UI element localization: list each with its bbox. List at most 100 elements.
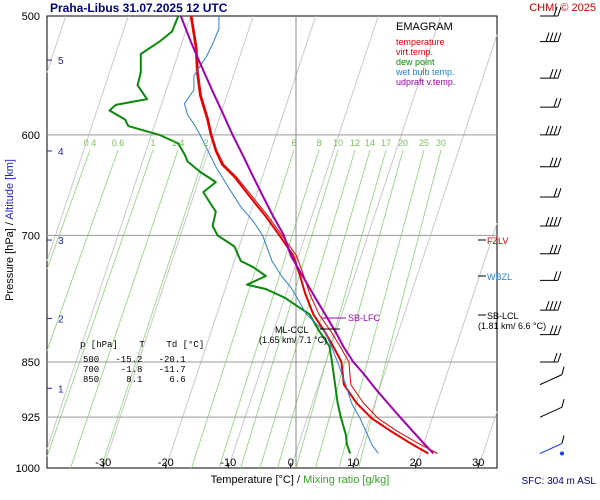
pressure-tick-label: 600 — [22, 130, 40, 142]
sounding-table: p [hPa] T Td [°C] 500 -15.2 -20.1 700 -1… — [80, 340, 204, 385]
altitude-tick-label: 3 — [58, 236, 64, 247]
x-axis-label-temperature: Temperature [°C] / — [211, 474, 303, 486]
table-row-500: 500 -15.2 -20.1 — [83, 355, 186, 365]
temperature-tick-label: -10 — [220, 457, 236, 469]
isotherm-line — [477, 411, 498, 469]
wind-barb — [539, 399, 565, 418]
mixing-ratio-lines — [46, 149, 442, 469]
legend-item-virt-temp: virt.temp. — [396, 47, 433, 57]
series-line-wet-bulb-temp — [184, 16, 379, 454]
legend-item-temperature: temperature — [396, 37, 445, 47]
wind-barb — [540, 300, 562, 311]
mixing-ratio-line — [277, 149, 371, 469]
mixing-ratio-line — [338, 149, 425, 469]
altitude-tick-label: 4 — [58, 147, 64, 158]
mixing-ratio-line — [218, 149, 320, 469]
mixing-ratio-label: 2 — [203, 138, 208, 148]
mixing-ratio-label: 0.4 — [84, 138, 97, 148]
mixing-ratio-label: 6 — [291, 138, 296, 148]
temperature-tick-label: 10 — [347, 457, 359, 469]
temperature-tick-labels: -30 -20 -10 0 10 20 30 — [95, 457, 484, 469]
mixing-ratio-label: 10 — [333, 138, 343, 148]
wind-barb — [540, 352, 562, 363]
pressure-tick-label: 700 — [22, 230, 40, 242]
series-line-temperature — [189, 15, 429, 455]
y-axis-title: Pressure [hPa] / Altitude [km] — [4, 159, 16, 301]
wind-barb — [540, 271, 562, 281]
legend-title: EMAGRAM — [396, 21, 453, 33]
wind-barb — [540, 157, 562, 168]
credit-text: CHMI © 2025 — [529, 2, 596, 14]
legend-item-dew-point: dew point — [396, 57, 435, 67]
x-axis-title: Temperature [°C] / Mixing ratio [g/kg] — [211, 474, 390, 486]
wind-barb — [540, 68, 562, 79]
isotherm-line — [290, 15, 442, 469]
pressure-tick-labels: 500 600 700 850 925 1000 — [16, 11, 40, 475]
mixing-ratio-line — [46, 149, 119, 351]
mixing-ratio-line — [191, 149, 295, 469]
series-layer — [108, 15, 438, 455]
temperature-tick-label: 20 — [410, 457, 422, 469]
mixing-ratio-line — [46, 149, 91, 270]
mixing-ratio-line — [259, 149, 356, 469]
mixing-ratio-label: 1 — [150, 138, 155, 148]
mixing-ratio-line — [240, 149, 339, 469]
x-axis-label-mixing: Mixing ratio [g/kg] — [303, 474, 389, 486]
sb-lcl-detail: (1.81 km/ 6.6 °C) — [478, 321, 546, 331]
table-header: p [hPa] T Td [°C] — [80, 340, 204, 350]
legend: EMAGRAM temperature virt.temp. dew point… — [395, 21, 455, 87]
pressure-tick-label: 925 — [22, 412, 40, 424]
mixing-ratio-label: 25 — [419, 138, 429, 148]
altitude-tick-label: 5 — [58, 56, 64, 67]
plot-frame — [46, 15, 498, 469]
wind-barb — [540, 97, 562, 108]
mixing-ratio-line — [358, 149, 442, 469]
level-markers — [320, 239, 486, 330]
table-row-700: 700 -1.8 -11.7 — [83, 365, 186, 375]
altitude-tick-labels: 1 2 3 4 5 — [47, 56, 64, 395]
table-row-850: 850 8.1 6.6 — [83, 375, 186, 385]
wind-barb — [540, 32, 562, 43]
pressure-grid — [47, 134, 497, 418]
isotherm-line — [415, 223, 498, 469]
isotherm-line — [227, 15, 379, 469]
wind-barb — [540, 187, 562, 198]
legend-item-updraft: udpraft v.temp. — [396, 77, 455, 87]
isotherm-line — [46, 15, 192, 450]
y-axis-label-pressure: Pressure [hPa] / — [4, 220, 16, 301]
wind-barbs — [539, 6, 565, 456]
sb-lfc-label: SB-LFC — [348, 313, 381, 323]
mixing-ratio-label: 1.4 — [172, 138, 185, 148]
wbzl-label: WBZL — [487, 272, 512, 282]
temperature-tick-label: 0 — [288, 457, 294, 469]
temperature-tick-label: 30 — [472, 457, 484, 469]
altitude-tick-label: 1 — [58, 384, 64, 395]
wind-barb — [540, 125, 562, 136]
mixing-ratio-label: 20 — [398, 138, 408, 148]
mixing-ratio-label: 14 — [365, 138, 375, 148]
plot-area — [46, 15, 498, 469]
temperature-tick-label: -30 — [95, 457, 111, 469]
mixing-ratio-label: 17 — [381, 138, 391, 148]
chart-title: Praha-Libus 31.07.2025 12 UTC — [50, 1, 228, 15]
wind-barb — [540, 6, 562, 17]
isotherm-line — [46, 15, 67, 73]
pressure-tick-label: 1000 — [16, 463, 40, 475]
wind-barb — [539, 366, 565, 386]
isotherm-line — [165, 15, 317, 469]
series-line-dew-point — [108, 15, 352, 454]
wind-barb — [540, 325, 562, 336]
level-annotations: FZLV WBZL SB-LCL (1.81 km/ 6.6 °C) ML-CC… — [259, 236, 546, 345]
mixing-ratio-line — [295, 149, 387, 469]
mixing-ratio-line — [100, 149, 207, 469]
sb-lcl-label: SB-LCL — [487, 311, 519, 321]
series-line-virt-temp — [191, 15, 438, 454]
isotherm-line — [46, 15, 129, 261]
mixing-ratio-label: 12 — [350, 138, 360, 148]
mixing-ratio-label: 0.6 — [112, 138, 125, 148]
isotherm-line — [102, 15, 254, 469]
wind-barb — [540, 216, 562, 227]
pressure-tick-label: 850 — [22, 357, 40, 369]
mixing-ratio-line — [70, 149, 179, 469]
mixing-ratio-labels: 0.4 0.6 1 1.4 2 6 8 10 12 14 17 20 25 30 — [84, 138, 446, 148]
